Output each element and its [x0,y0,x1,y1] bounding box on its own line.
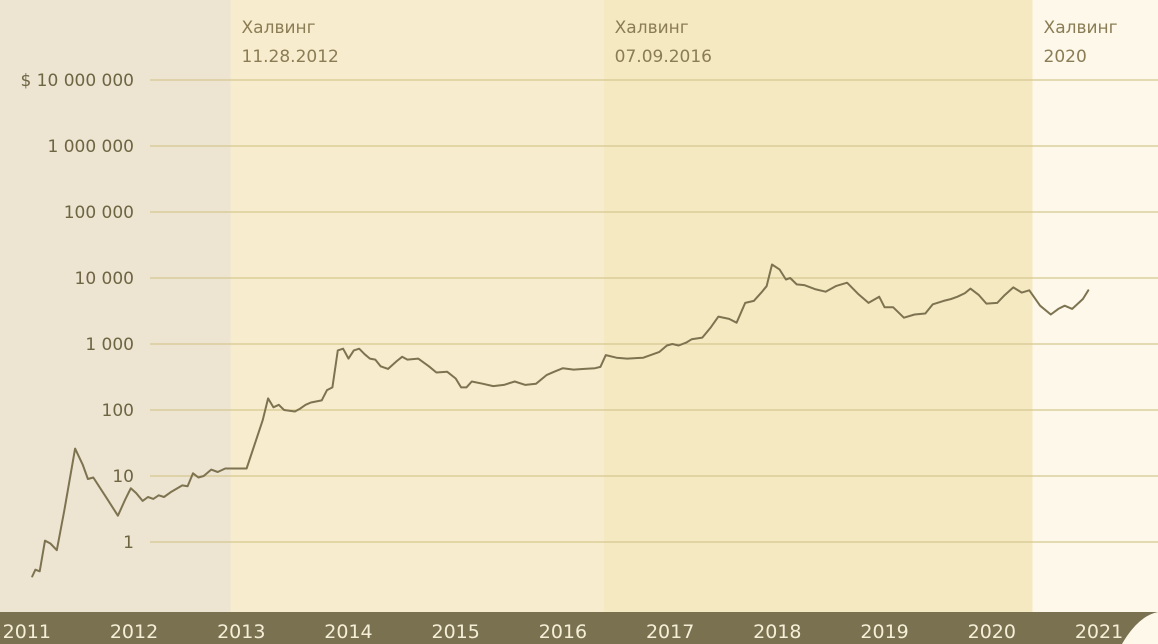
halving-regions [0,0,1158,612]
x-tick-label: 2011 [3,621,51,643]
x-axis-band [0,612,1158,644]
series-line [31,263,1090,578]
y-tick-label: 100 000 [64,203,134,223]
y-tick-label: $ 10 000 000 [20,71,134,91]
x-tick-label: 2018 [753,621,801,643]
y-tick-label: 100 [102,401,134,421]
x-tick-label: 2015 [432,621,480,643]
price-series [31,263,1090,578]
x-axis-ticks: 2011 2012 2013 2014 2015 2016 2017 2018 2019 2020… [3,621,1124,643]
y-tick-label: 1 [123,533,134,553]
y-axis-ticks: $ 10 000 000 1 000 000 100 000 10 000 1 000 1… [20,71,134,553]
halving-label: Халвинг [242,18,316,38]
halving-label: 07.09.2016 [615,47,712,67]
x-tick-label: 2013 [217,621,265,643]
halving-label: 11.28.2012 [242,47,339,67]
x-tick-label: 2019 [860,621,908,643]
x-tick-label: 2020 [968,621,1016,643]
x-tick-label: 2014 [324,621,372,643]
halving-label: Халвинг [1044,18,1118,38]
x-tick-label: 2017 [646,621,694,643]
y-tick-label: 1 000 [85,335,134,355]
halving-label: Халвинг [615,18,689,38]
region-1 [230,0,604,612]
y-tick-label: 10 [112,467,134,487]
x-tick-label: 2012 [110,621,158,643]
x-tick-label: 2016 [539,621,587,643]
y-tick-label: 1 000 000 [47,137,134,157]
grid-lines [150,79,1158,543]
halving-annotations: Халвинг 11.28.2012 Халвинг 07.09.2016 Халвин… [242,18,1118,67]
region-3 [1032,0,1158,612]
halving-label: 2020 [1044,47,1087,67]
x-tick-label: 2021 [1075,621,1123,643]
y-tick-label: 10 000 [75,269,134,289]
region-2 [603,0,1033,612]
region-0 [0,0,231,612]
